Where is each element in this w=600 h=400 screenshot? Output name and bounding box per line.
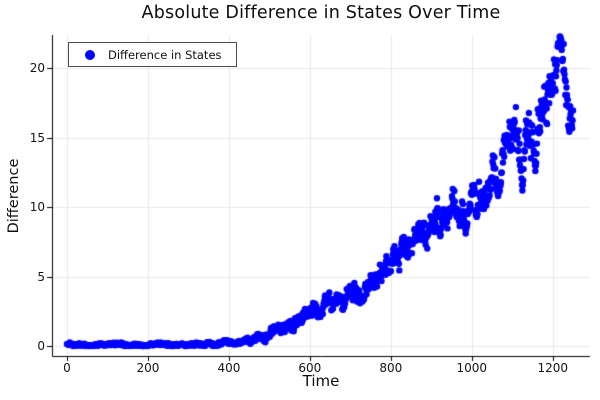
y-axis-tick-label: 0 (37, 339, 45, 353)
x-axis-label: Time (302, 372, 340, 390)
x-axis-tick-label: 400 (217, 361, 241, 375)
x-axis-tick-label: 600 (298, 361, 322, 375)
x-axis-tick-label: 800 (379, 361, 403, 375)
x-axis-tick-label: 1000 (456, 361, 488, 375)
y-axis-tick-label: 15 (29, 130, 45, 145)
y-axis-label: Difference (6, 158, 22, 234)
legend-entry-label: Difference in States (108, 47, 222, 62)
x-axis-tick-label: 200 (136, 361, 160, 375)
legend-marker-icon (85, 49, 95, 60)
x-axis-tick-label: 1200 (537, 361, 569, 375)
y-axis-tick-label: 5 (37, 269, 45, 284)
x-axis-tick-label: 0 (63, 361, 71, 375)
chart-title: Absolute Difference in States Over Time (141, 3, 501, 23)
legend-box: Difference in States (68, 42, 237, 67)
y-axis-tick-label: 10 (29, 200, 45, 215)
y-axis-tick-label: 20 (29, 61, 45, 76)
